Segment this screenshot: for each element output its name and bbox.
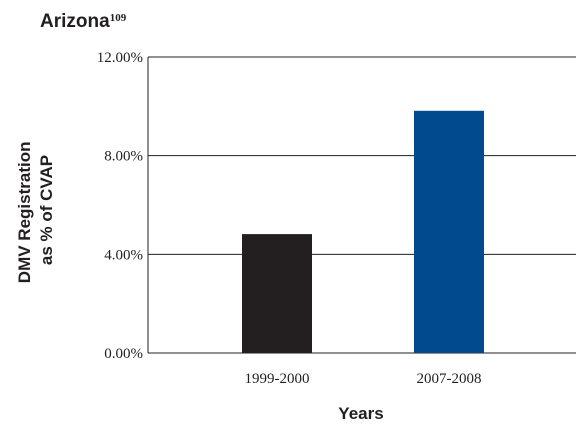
x-tick-label: 1999-2000 [245, 371, 310, 387]
y-tick-label: 12.00% [97, 50, 143, 66]
y-tick-label: 8.00% [104, 149, 143, 165]
y-tick-label: 4.00% [104, 247, 143, 263]
bars [242, 110, 484, 353]
y-axis-title-line-1: DMV Registration [15, 142, 34, 284]
bar [414, 110, 484, 353]
gridlines [148, 56, 576, 354]
y-tick-labels: 0.00% 4.00% 8.00% 12.00% [97, 50, 143, 362]
chart-title: Arizona109 [40, 11, 127, 32]
x-tick-labels: 1999-2000 2007-2008 [245, 371, 482, 387]
y-axis-title-line-2: as % of CVAP [37, 155, 56, 265]
chart-title-footnote: 109 [110, 12, 127, 24]
x-tick-label: 2007-2008 [417, 371, 482, 387]
y-axis-title: DMV Registration as % of CVAP [15, 137, 56, 283]
chart-title-text: Arizona [40, 11, 110, 32]
x-axis-title: Years [338, 404, 383, 423]
bar [242, 234, 312, 353]
y-tick-label: 0.00% [104, 346, 143, 362]
